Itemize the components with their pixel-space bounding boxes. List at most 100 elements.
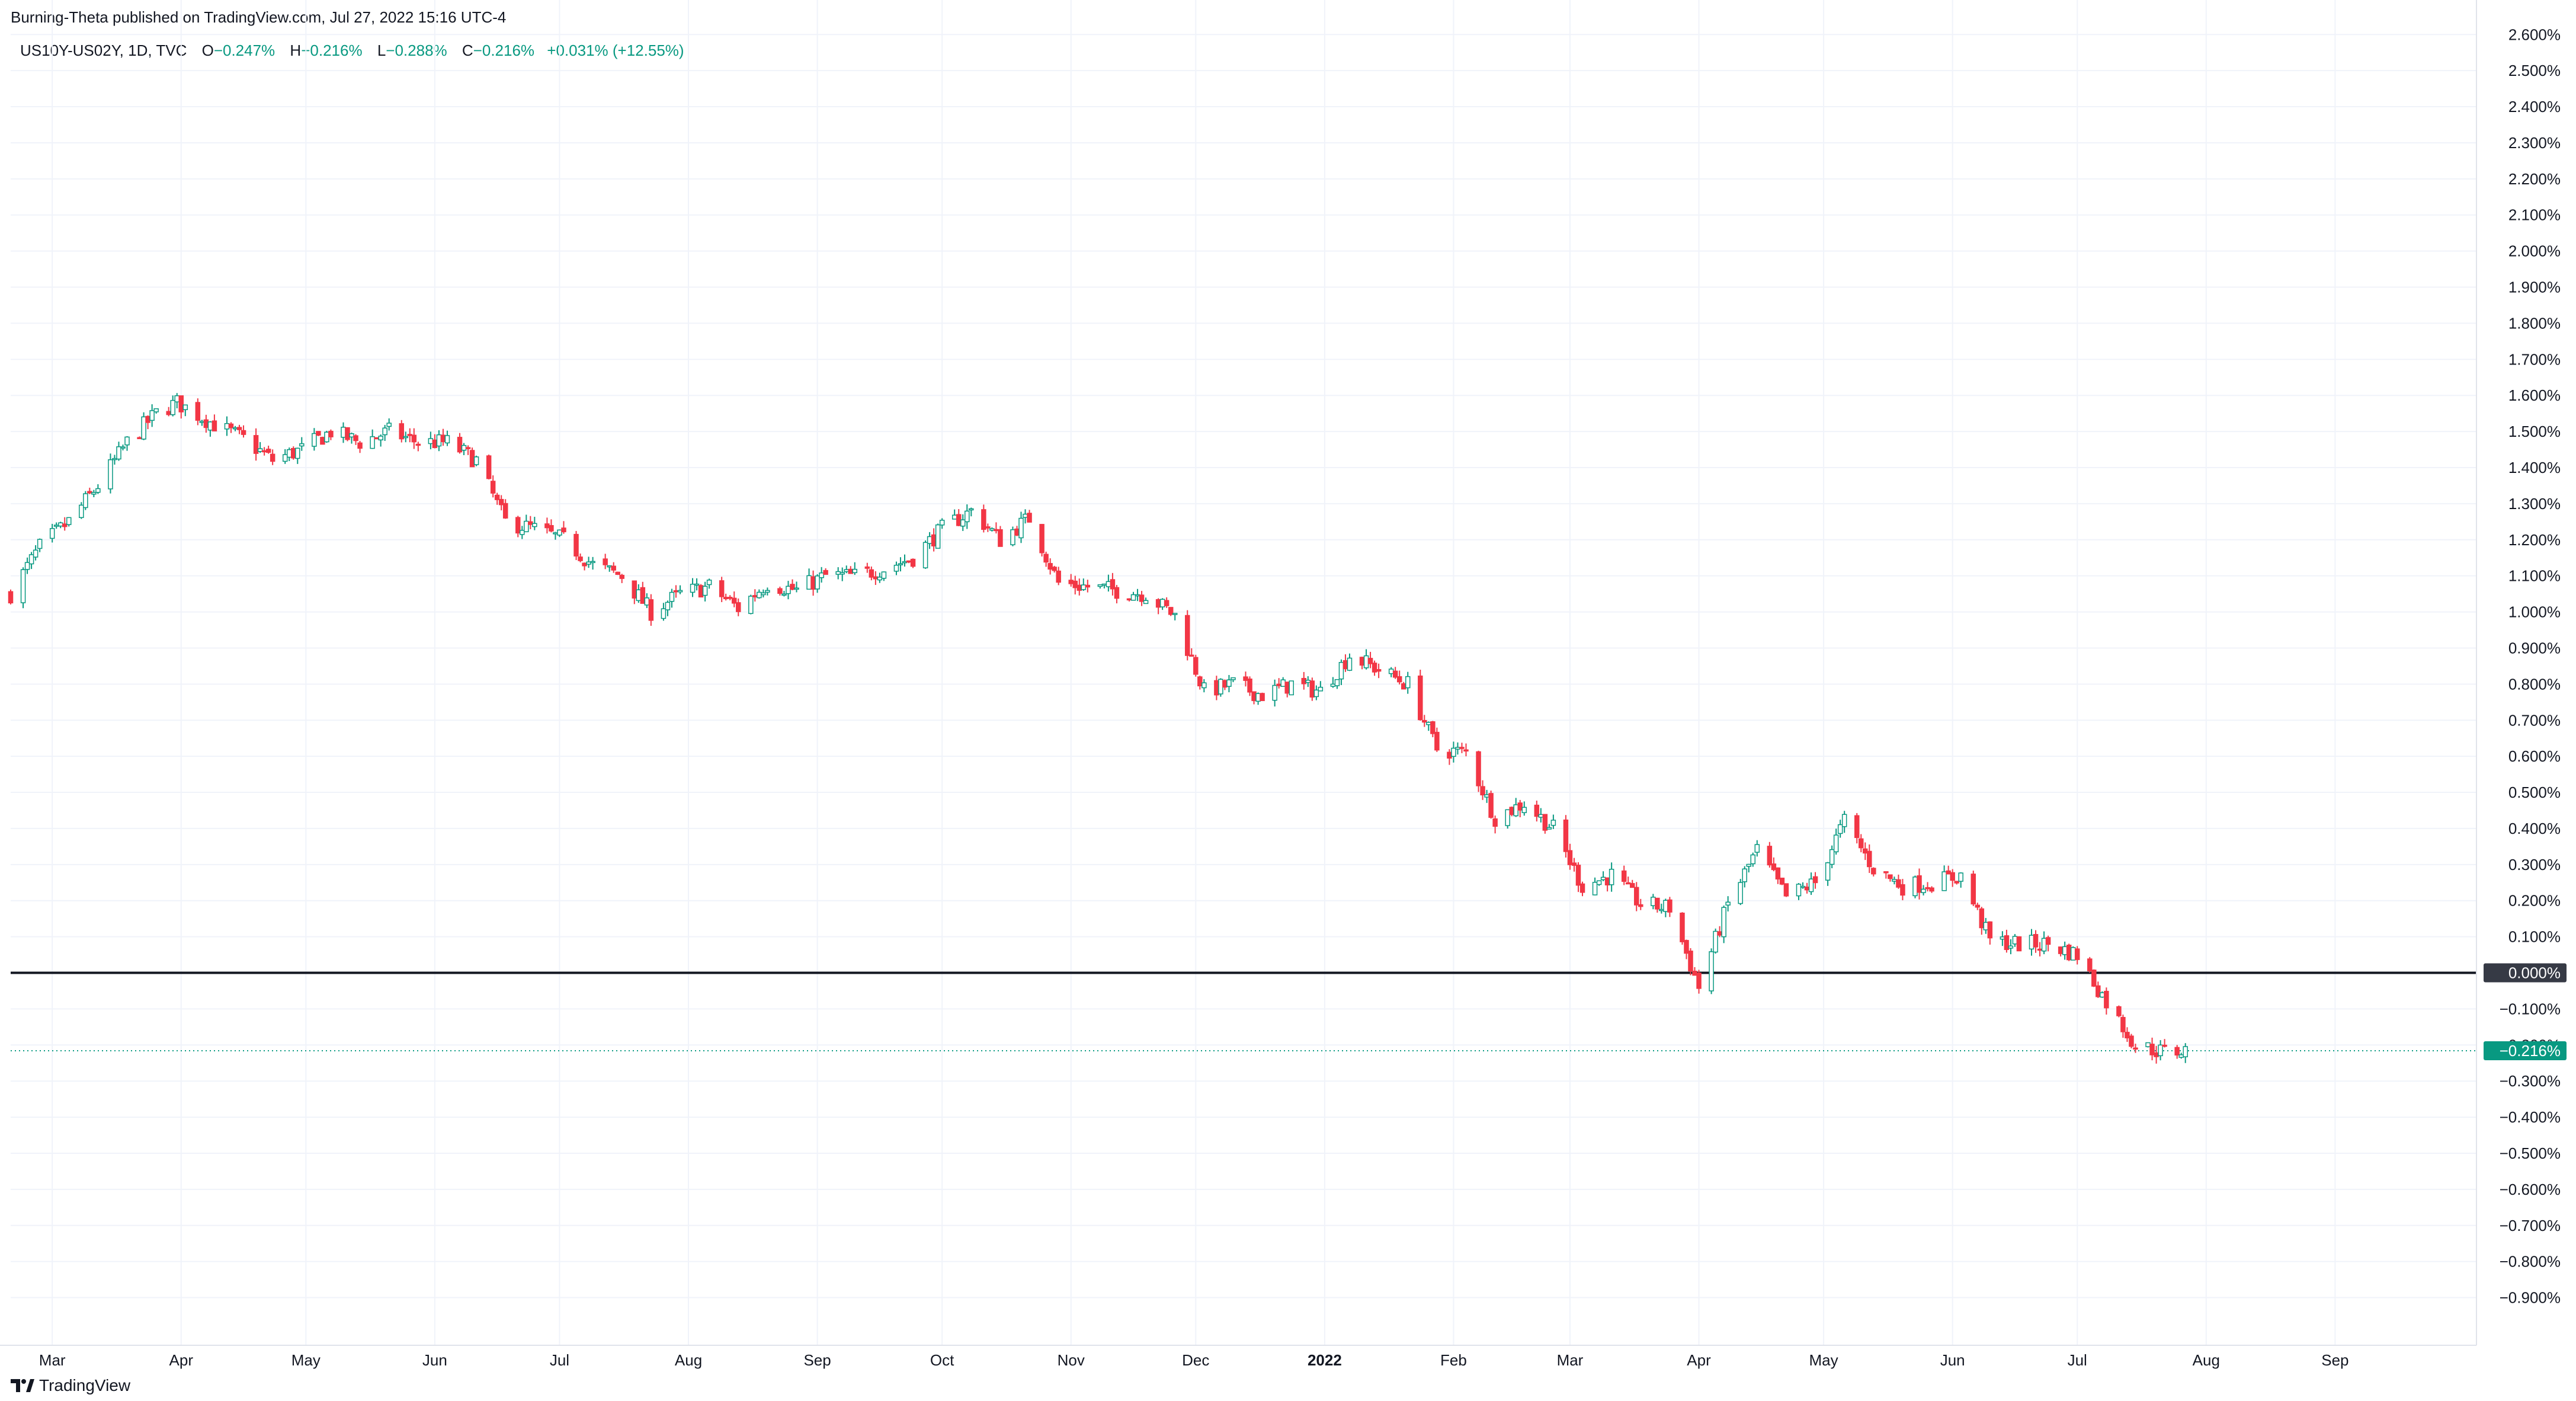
candle	[553, 532, 558, 540]
candle	[1517, 799, 1523, 817]
x-tick-label: 2022	[1308, 1351, 1342, 1369]
y-tick-label: 0.100%	[2508, 928, 2561, 946]
candle	[1272, 679, 1277, 707]
candle	[494, 492, 500, 505]
candle	[765, 587, 770, 596]
candle	[457, 433, 463, 454]
x-tick-label: Jun	[422, 1351, 447, 1369]
candle	[1796, 883, 1802, 900]
candle	[20, 567, 26, 609]
symbol-name[interactable]: US10Y-US02Y, 1D, TVC	[20, 41, 187, 59]
candle	[723, 593, 729, 601]
candle	[253, 428, 259, 461]
x-tick-label: Mar	[39, 1351, 66, 1369]
tradingview-logo[interactable]: TradingView	[11, 1376, 130, 1395]
candle	[1808, 872, 1814, 895]
candle	[2133, 1044, 2138, 1053]
candle	[62, 517, 68, 531]
candle	[1214, 676, 1219, 700]
candle	[823, 568, 828, 575]
candle	[1135, 588, 1140, 602]
candle	[520, 526, 525, 539]
candle	[1218, 678, 1223, 697]
candle	[819, 567, 824, 583]
price-axis[interactable]: 2.600% 2.500% 2.400% 2.300% 2.200% 2.100% 2.00…	[2476, 0, 2567, 1345]
candle	[1783, 883, 1789, 897]
candle	[1804, 882, 1810, 894]
candle	[1014, 526, 1020, 536]
candle	[199, 420, 205, 426]
candle	[320, 436, 325, 445]
candle	[2125, 1027, 2130, 1042]
candle	[1318, 681, 1324, 692]
candle	[1929, 886, 1934, 893]
candle	[840, 567, 845, 581]
candle	[1987, 921, 1993, 945]
candle	[1305, 676, 1311, 687]
candle	[752, 589, 758, 602]
candle	[444, 430, 450, 446]
candle	[1430, 721, 1436, 737]
candle	[95, 484, 101, 494]
candle	[1276, 678, 1281, 689]
tradingview-icon	[11, 1379, 34, 1392]
y-tick-label: 0.900%	[2508, 639, 2561, 657]
candle	[1343, 654, 1348, 672]
candle	[1629, 879, 1635, 888]
candle	[1114, 584, 1120, 604]
candle	[636, 584, 642, 603]
y-tick-label: −0.300%	[2500, 1072, 2561, 1090]
candle	[1367, 651, 1373, 668]
candle	[524, 514, 529, 533]
candle	[960, 514, 966, 531]
candle	[1451, 741, 1456, 763]
candle	[2162, 1039, 2167, 1048]
candle	[2037, 942, 2043, 957]
x-tick-label: Aug	[675, 1351, 702, 1369]
candle	[1097, 584, 1103, 589]
candle	[316, 431, 321, 436]
candle	[698, 584, 704, 598]
candle	[2066, 943, 2072, 961]
candle	[981, 504, 986, 533]
candle	[1247, 676, 1252, 696]
candle	[922, 540, 928, 569]
candle	[178, 395, 184, 419]
candle	[1076, 578, 1082, 596]
symbol-legend: US10Y-US02Y, 1D, TVC O−0.247% H−0.216% L…	[20, 41, 684, 60]
candle	[2012, 934, 2018, 947]
candle	[137, 436, 142, 439]
candle	[1941, 865, 1947, 891]
zero-line	[11, 971, 2476, 1052]
candle	[1476, 750, 1481, 792]
candle	[432, 434, 438, 449]
candle	[1604, 877, 1610, 892]
candle	[1280, 677, 1286, 687]
y-tick-label: 2.500%	[2508, 62, 2561, 79]
candle	[1892, 877, 1897, 885]
candle	[49, 523, 55, 543]
candle	[898, 557, 903, 572]
candle	[1888, 874, 1893, 882]
candle	[1172, 613, 1178, 620]
candle	[1313, 685, 1319, 700]
chart-grid	[11, 0, 2476, 1345]
time-axis[interactable]: Mar Apr May Jun Jul Aug Sep Oct Nov Dec 2022 Feb Mar…	[0, 1345, 2476, 1369]
candle	[112, 455, 117, 465]
candle	[1667, 897, 1673, 917]
candle	[120, 444, 126, 450]
candle	[37, 538, 43, 552]
candle	[1859, 834, 1864, 853]
x-tick-label: Apr	[1687, 1351, 1711, 1369]
candle	[1463, 743, 1469, 757]
candle	[989, 527, 995, 532]
candle	[835, 567, 841, 580]
candle	[353, 434, 358, 445]
y-tick-label: 2.400%	[2508, 98, 2561, 116]
candle	[1159, 598, 1165, 610]
y-tick-label: 0.800%	[2508, 675, 2561, 693]
candle	[1260, 692, 1265, 701]
candle	[1692, 967, 1697, 976]
candle	[299, 437, 305, 451]
